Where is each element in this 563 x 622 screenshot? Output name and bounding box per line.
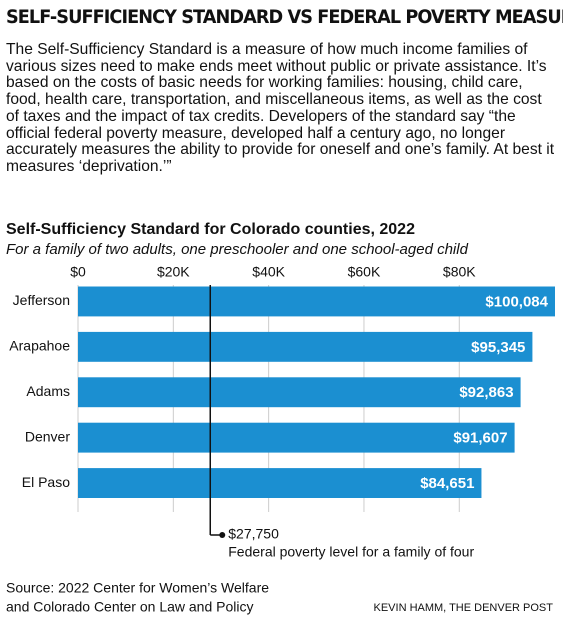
chart-subtitle: For a family of two adults, one preschoo… xyxy=(6,241,469,258)
x-tick-label: $40K xyxy=(252,264,285,280)
reference-description: Federal poverty level for a family of fo… xyxy=(228,544,474,560)
x-tick-label: $0 xyxy=(70,264,86,280)
bar xyxy=(78,331,533,362)
page-title: SELF-SUFFICIENCY STANDARD VS FEDERAL POV… xyxy=(6,6,563,28)
bar xyxy=(78,468,482,498)
bar xyxy=(78,422,515,453)
value-label: $92,863 xyxy=(459,384,513,401)
chart-title: Self-Sufficiency Standard for Colorado c… xyxy=(6,221,415,238)
x-tick-label: $60K xyxy=(348,264,381,280)
x-tick-label: $80K xyxy=(443,264,476,280)
value-label: $95,345 xyxy=(471,339,525,356)
credit: KEVIN HAMM, THE DENVER POST xyxy=(374,602,554,614)
bar xyxy=(78,377,521,408)
value-label: $91,607 xyxy=(453,430,507,447)
value-label: $100,084 xyxy=(485,293,548,310)
y-tick-label: Arapahoe xyxy=(9,338,70,354)
x-tick-label: $20K xyxy=(157,264,190,280)
source: Source: 2022 Center for Women’s Welfare xyxy=(6,580,269,596)
reference-dot xyxy=(219,532,226,538)
y-tick-label: Adams xyxy=(26,383,70,399)
value-label: $84,651 xyxy=(420,475,474,492)
y-tick-label: El Paso xyxy=(22,474,70,490)
reference-label: $27,750 xyxy=(228,526,279,542)
y-tick-label: Jefferson xyxy=(13,292,70,308)
description: The Self-Sufficiency Standard is a measu… xyxy=(6,41,555,175)
source: and Colorado Center on Law and Policy xyxy=(6,599,254,615)
bar xyxy=(78,286,555,317)
y-tick-label: Denver xyxy=(25,428,70,444)
